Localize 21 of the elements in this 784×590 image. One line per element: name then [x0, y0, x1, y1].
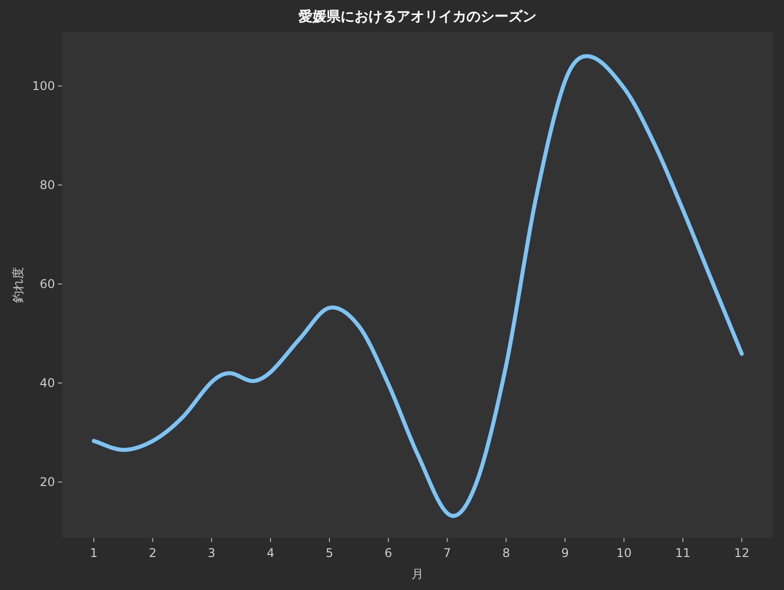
x-tick-label: 3: [208, 546, 216, 560]
y-tick-label: 60: [40, 277, 55, 292]
x-tick-label: 11: [675, 546, 691, 560]
x-tick-label: 8: [502, 546, 510, 560]
x-tick-label: 6: [384, 546, 392, 560]
y-tick-label: 40: [40, 376, 55, 390]
x-tick-label: 9: [561, 546, 569, 560]
x-axis-title: 月: [412, 567, 424, 581]
y-tick-label: 100: [32, 78, 55, 93]
y-tick-label: 80: [40, 178, 55, 192]
line-series: [92, 54, 744, 518]
x-tick-label: 7: [443, 546, 452, 560]
x-tick-label: 10: [616, 546, 632, 560]
x-tick-label: 4: [266, 546, 274, 560]
y-axis-title: 釣れ度: [11, 267, 25, 303]
chart-title: 愛媛県におけるアオリイカのシーズン: [298, 9, 536, 25]
x-tick-label: 2: [148, 546, 157, 560]
y-tick-label: 20: [40, 475, 55, 490]
x-tick-label: 5: [326, 546, 334, 560]
x-tick-label: 12: [734, 546, 750, 560]
x-tick-label: 1: [90, 546, 98, 560]
